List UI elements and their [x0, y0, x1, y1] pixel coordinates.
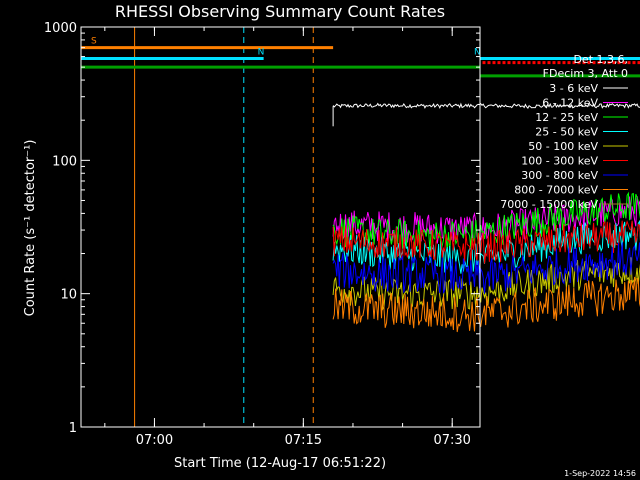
series-line-5: [332, 220, 640, 264]
series-line-3: [332, 219, 640, 274]
y-tick-label-2: 100: [52, 154, 77, 169]
plot-frame: [80, 26, 481, 428]
legend: Det 1,3,6,FDecim 3, Att 0 3 - 6 keV 6 - 12…: [500, 53, 628, 211]
legend-label-5: 100 - 300 keV: [521, 155, 598, 168]
legend-label-8: 7000 - 15000 keV: [500, 198, 598, 211]
y-tick-label-0: 1: [69, 421, 77, 436]
chart-title: RHESSI Observing Summary Count Rates: [115, 2, 445, 21]
legend-header-0: Det 1,3,6,: [573, 53, 628, 66]
y-axis-label: Count Rate (s⁻¹ detector⁻¹): [23, 140, 38, 317]
x-tick-label-1: 07:15: [285, 433, 322, 448]
series-line-6: [332, 242, 640, 294]
legend-label-3: 25 - 50 keV: [535, 126, 598, 139]
annotation-label-s-0: S: [91, 37, 97, 47]
legend-label-1: 6 - 12 keV: [542, 97, 598, 110]
date-stamp: 1-Sep-2022 14:56: [564, 469, 636, 478]
legend-label-0: 3 - 6 keV: [549, 82, 598, 95]
annotation-label-n-2: N: [474, 48, 481, 58]
series-line-4: [332, 257, 640, 311]
series-line-7: [332, 276, 640, 333]
x-tick-label-2: 07:30: [433, 433, 470, 448]
legend-label-4: 50 - 100 keV: [528, 140, 598, 153]
y-tick-label-3: 1000: [44, 21, 77, 36]
legend-label-7: 800 - 7000 keV: [514, 184, 598, 197]
x-axis-label: Start Time (12-Aug-17 06:51:22): [174, 456, 386, 471]
y-tick-label-1: 10: [60, 288, 77, 303]
x-tick-label-0: 07:00: [136, 433, 173, 448]
series-line-2: [332, 191, 640, 252]
annotation-label-n-1: N: [258, 48, 265, 58]
legend-header-1: FDecim 3, Att 0: [543, 67, 628, 80]
legend-label-6: 300 - 800 keV: [521, 169, 598, 182]
series-line-1: [332, 196, 640, 246]
series-line-0: [332, 102, 640, 109]
legend-label-2: 12 - 25 keV: [535, 111, 598, 124]
